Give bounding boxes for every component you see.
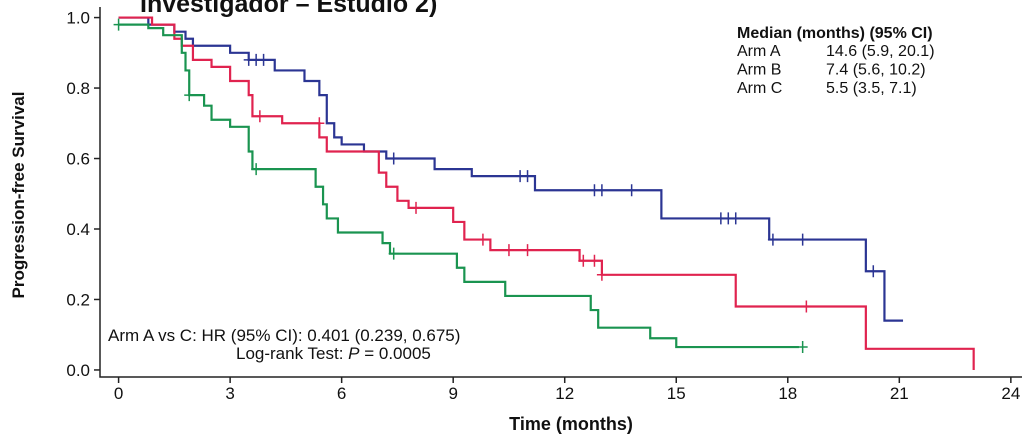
legend-title: Median (months) (95% CI) bbox=[737, 25, 933, 42]
annotation-part: = 0.0005 bbox=[359, 344, 430, 363]
x-tick-label: 9 bbox=[448, 384, 457, 403]
annotation-part: Log-rank Test: bbox=[236, 344, 348, 363]
x-tick-label: 3 bbox=[225, 384, 234, 403]
censor-mark bbox=[730, 212, 741, 225]
y-axis-title: Progression-free Survival bbox=[9, 92, 28, 299]
legend-label: Arm B bbox=[737, 62, 781, 79]
censor-mark bbox=[477, 233, 488, 246]
y-tick-label: 0.4 bbox=[66, 220, 90, 239]
x-tick-label: 18 bbox=[778, 384, 797, 403]
annotation-part: P bbox=[348, 344, 360, 363]
legend-median: 14.6 (5.9, 20.1) bbox=[826, 43, 935, 60]
censor-mark bbox=[388, 247, 399, 260]
censor-mark bbox=[596, 184, 607, 197]
censor-mark bbox=[589, 254, 600, 267]
x-tick-label: 12 bbox=[555, 384, 574, 403]
legend-median: 7.4 (5.6, 10.2) bbox=[826, 62, 926, 79]
censor-mark bbox=[388, 152, 399, 165]
annotation: Arm A vs C: HR (95% CI): 0.401 (0.239, 0… bbox=[108, 326, 460, 345]
survival-curve bbox=[118, 23, 799, 349]
y-tick-label: 0.8 bbox=[66, 79, 90, 98]
chart-title: Investigador – Estudio 2) bbox=[140, 0, 437, 18]
legend-label: Arm A bbox=[737, 43, 781, 60]
censor-mark bbox=[868, 265, 879, 278]
y-tick-label: 0.0 bbox=[66, 361, 90, 380]
x-tick-label: 0 bbox=[114, 384, 123, 403]
x-tick-label: 24 bbox=[1001, 384, 1020, 403]
x-tick-label: 6 bbox=[337, 384, 346, 403]
censor-mark bbox=[801, 300, 812, 313]
censor-mark bbox=[503, 244, 514, 257]
censor-mark bbox=[522, 244, 533, 257]
censor-mark bbox=[767, 233, 778, 246]
axis-line bbox=[99, 7, 1022, 378]
censor-mark bbox=[254, 110, 265, 123]
legend-label: Arm C bbox=[737, 80, 782, 97]
x-tick-label: 15 bbox=[667, 384, 686, 403]
y-tick-label: 1.0 bbox=[66, 9, 90, 28]
censor-mark bbox=[797, 233, 808, 246]
censor-mark bbox=[522, 170, 533, 183]
censor-mark bbox=[626, 184, 637, 197]
annotation: Log-rank Test: P = 0.0005 bbox=[236, 344, 431, 363]
censor-mark bbox=[411, 201, 422, 214]
censor-mark bbox=[596, 268, 607, 281]
y-tick-label: 0.6 bbox=[66, 150, 90, 169]
censor-mark bbox=[184, 89, 195, 102]
censor-mark bbox=[251, 163, 262, 176]
censor-mark bbox=[258, 53, 269, 66]
x-axis-title: Time (months) bbox=[509, 414, 633, 434]
x-tick-label: 21 bbox=[890, 384, 909, 403]
legend-median: 5.5 (3.5, 7.1) bbox=[826, 80, 917, 97]
censor-mark bbox=[797, 341, 808, 354]
censor-mark bbox=[314, 117, 325, 130]
survival-curve bbox=[118, 16, 904, 322]
censor-mark bbox=[113, 18, 124, 31]
y-tick-label: 0.2 bbox=[66, 290, 90, 309]
censor-mark bbox=[578, 254, 589, 267]
